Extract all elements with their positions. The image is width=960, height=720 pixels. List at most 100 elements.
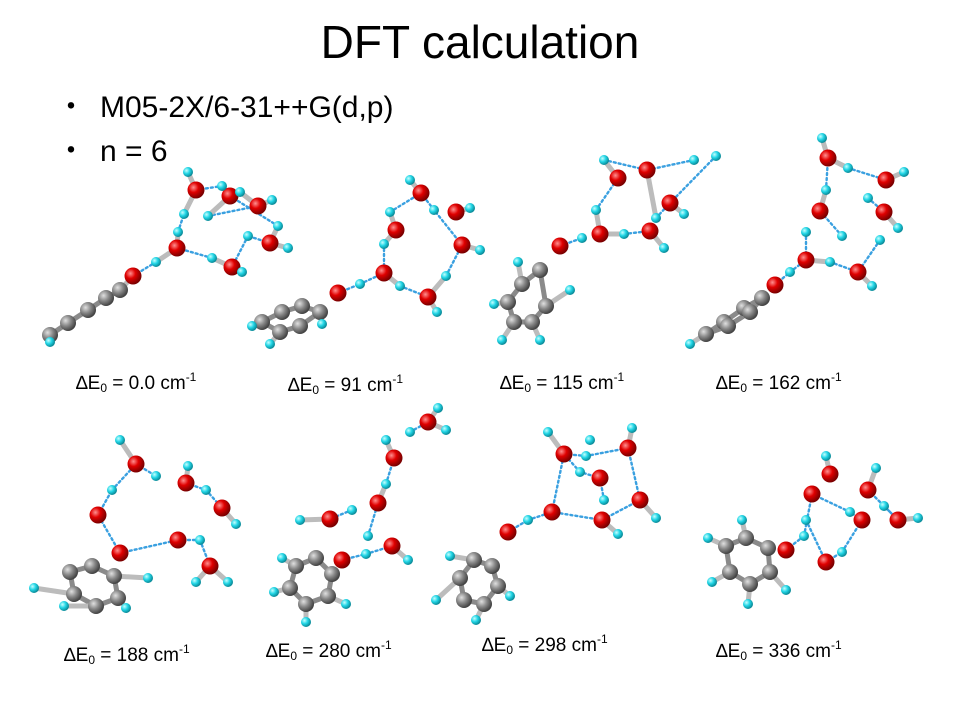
oxygen-atom [187, 181, 205, 199]
oxygen-atom [849, 263, 867, 281]
carbon-atom [738, 530, 754, 546]
carbon-atom [60, 315, 76, 331]
hydrogen-atom [871, 463, 881, 473]
hydrogen-bond [228, 194, 280, 228]
structure-5 [29, 435, 241, 614]
hydrogen-atom [703, 533, 713, 543]
hydrogen-atom [627, 423, 637, 433]
carbon-atom [324, 566, 340, 582]
hydrogen-atom [277, 553, 287, 563]
structure-3 [489, 151, 721, 345]
hydrogen-atom [243, 231, 253, 241]
hydrogen-atom [433, 403, 443, 413]
hydrogen-atom [577, 233, 587, 243]
hydrogen-atom [505, 591, 515, 601]
oxygen-atom [555, 445, 573, 463]
oxygen-atom [819, 149, 837, 167]
carbon-atom [320, 588, 336, 604]
carbon-atom [288, 558, 304, 574]
carbon-atom [532, 262, 548, 278]
hydrogen-atom [817, 133, 827, 143]
slide-title: DFT calculation [320, 16, 640, 68]
oxygen-atom [591, 469, 609, 487]
hydrogen-atom [173, 227, 183, 237]
carbon-atom [110, 590, 126, 606]
oxygen-atom [419, 288, 437, 306]
hydrogen-atom [685, 339, 695, 349]
oxygen-atom [859, 481, 877, 499]
hydrogen-atom [237, 267, 247, 277]
hydrogen-atom [283, 243, 293, 253]
hydrogen-atom [317, 319, 327, 329]
hydrogen-atom [429, 205, 439, 215]
oxygen-atom [877, 171, 895, 189]
hydrogen-atom [107, 485, 117, 495]
hydrogen-atom [121, 603, 131, 613]
hydrogen-atom [801, 515, 811, 525]
hydrogen-atom [223, 577, 233, 587]
oxygen-atom [777, 541, 795, 559]
hydrogen-atom [825, 257, 835, 267]
oxygen-atom [853, 511, 871, 529]
carbon-atom [98, 290, 114, 306]
hydrogen-atom [265, 339, 275, 349]
hydrogen-atom [217, 181, 227, 191]
energy-label-4: ∆E0 = 162 cm-1 [716, 370, 842, 395]
carbon-atom [66, 586, 82, 602]
structure-8 [703, 451, 923, 609]
hydrogen-atom [599, 495, 609, 505]
hydrogen-atom [575, 467, 585, 477]
hydrogen-atom [659, 243, 669, 253]
energy-label-5: ∆E0 = 188 cm-1 [64, 642, 190, 667]
oxygen-atom [387, 221, 405, 239]
hydrogen-atom [432, 307, 442, 317]
hydrogen-atom [875, 235, 885, 245]
hydrogen-atom [381, 479, 391, 489]
oxygen-atom [124, 267, 142, 285]
bullet-text: M05-2X/6-31++G(d,p) [100, 91, 394, 124]
hydrogen-atom [591, 205, 601, 215]
oxygen-atom [875, 203, 893, 221]
hydrogen-atom [837, 547, 847, 557]
hydrogen-atom [651, 213, 661, 223]
carbon-atom [720, 318, 736, 334]
carbon-atom [742, 304, 758, 320]
hydrogen-atom [465, 203, 475, 213]
hydrogen-atom [381, 435, 391, 445]
carbon-atom [254, 314, 270, 330]
hydrogen-atom [361, 549, 371, 559]
oxygen-atom [453, 236, 471, 254]
hydrogen-atom [781, 585, 791, 595]
energy-label-6: ∆E0 = 280 cm-1 [266, 638, 392, 663]
oxygen-atom [609, 169, 627, 187]
hydrogen-atom [151, 471, 161, 481]
structure-1 [42, 167, 293, 347]
carbon-atom [84, 558, 100, 574]
hydrogen-atom [581, 451, 591, 461]
hydrogen-atom [513, 257, 523, 267]
hydrogen-atom [535, 335, 545, 345]
oxygen-atom [543, 503, 561, 521]
oxygen-atom [177, 474, 195, 492]
oxygen-atom [213, 499, 231, 517]
hydrogen-atom [585, 435, 595, 445]
hydrogen-atom [29, 583, 39, 593]
oxygen-atom [127, 455, 145, 473]
carbon-atom [466, 552, 482, 568]
oxygen-atom [223, 258, 241, 276]
hydrogen-atom [151, 257, 161, 267]
hydrogen-atom [867, 281, 877, 291]
bullet-method: ・ M05-2X/6-31++G(d,p) [56, 90, 393, 126]
oxygen-atom [333, 551, 351, 569]
oxygen-atom [369, 494, 387, 512]
hydrogen-atom [183, 167, 193, 177]
hydrogen-atom [821, 451, 831, 461]
oxygen-atom [168, 239, 186, 257]
oxygen-atom [447, 203, 465, 221]
oxygen-atom [321, 510, 339, 528]
carbon-atom [62, 564, 78, 580]
carbon-atom [112, 282, 128, 298]
structure-4 [685, 133, 909, 349]
carbon-atom [760, 540, 776, 556]
carbon-atom [88, 598, 104, 614]
